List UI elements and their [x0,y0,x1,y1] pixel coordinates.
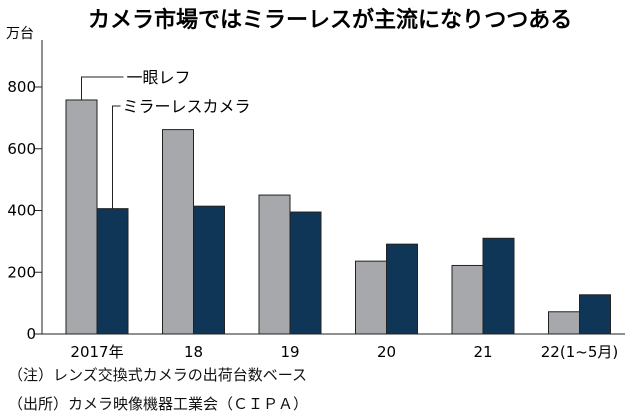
bars [65,99,611,335]
bar-mirrorless-3 [386,243,418,335]
x-tick-label: 22(1~5月) [541,343,618,360]
x-tick-labels: 2017年 18 19 20 21 22(1~5月) [70,343,618,360]
y-tick-label: 800 [7,78,36,96]
bar-slr-3 [355,260,387,335]
y-tick-labels: 0 200 400 600 800 [7,78,42,343]
bar-mirrorless-5 [579,294,611,335]
callout-line-slr [81,76,124,100]
y-tick-label: 600 [7,140,36,158]
bar-slr-0 [65,99,98,335]
y-tick-label: 200 [7,263,36,281]
series-label-mirrorless: ミラーレスカメラ [123,97,251,116]
series-label-slr: 一眼レフ [127,68,191,87]
footnote-note: （注）レンズ交換式カメラの出荷台数ベース [8,366,307,384]
y-tick-label: 400 [7,202,36,220]
bar-slr-5 [548,311,580,335]
x-tick-label: 19 [280,343,299,360]
bar-slr-4 [451,264,484,335]
bar-slr-1 [162,129,194,335]
bar-chart: カメラ市場ではミラーレスが主流になりつつある 万台 0200400600800 … [6,7,625,360]
axes [41,40,625,335]
bar-mirrorless-0 [96,208,129,335]
x-tick-label: 18 [184,343,203,360]
callout-line-mirrorless [112,105,121,209]
x-tick-label: 2017年 [70,343,123,360]
chart-title: カメラ市場ではミラーレスが主流になりつつある [88,7,572,33]
x-tick-label: 20 [377,343,396,360]
y-axis-unit: 万台 [6,26,34,42]
y-tick-label: 0 [26,325,36,343]
bar-mirrorless-1 [193,205,225,335]
x-tick-label: 21 [473,343,492,360]
bar-slr-2 [258,194,291,335]
bar-mirrorless-2 [289,211,322,335]
footnote-source: （出所）カメラ映像機器工業会（ＣＩＰＡ） [8,395,309,413]
bar-mirrorless-4 [482,237,515,335]
